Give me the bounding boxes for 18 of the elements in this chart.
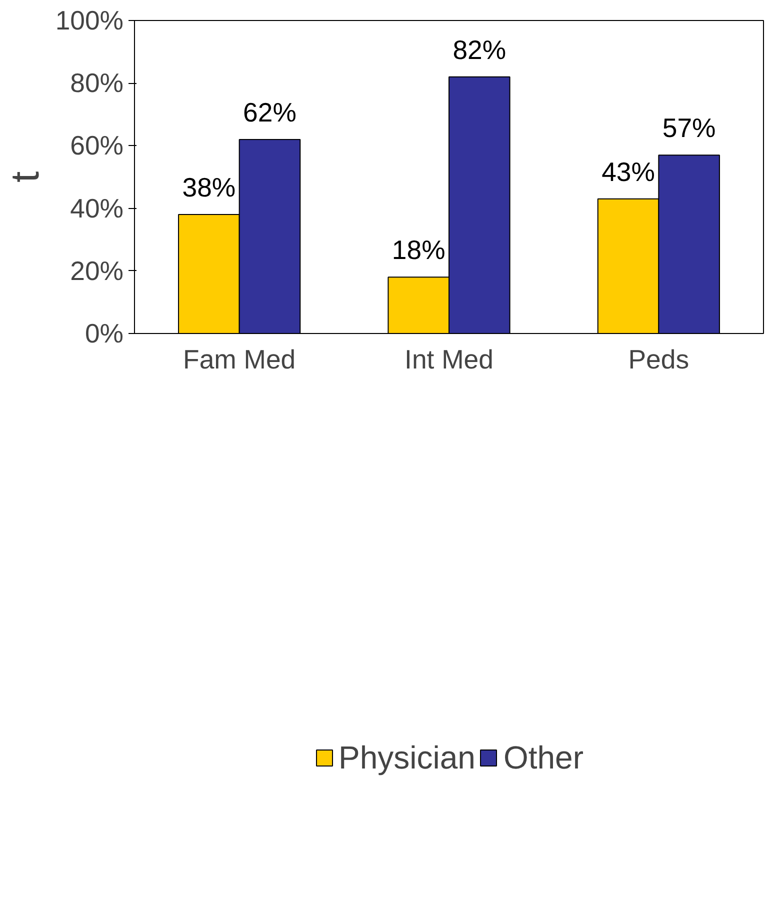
data-label: 43% bbox=[602, 156, 655, 187]
data-label: 62% bbox=[243, 97, 296, 128]
data-label: 82% bbox=[452, 34, 506, 65]
x-tick-label: Fam Med bbox=[183, 344, 296, 374]
y-tick-label: 40% bbox=[70, 193, 124, 224]
y-tick-label: 100% bbox=[55, 6, 124, 36]
x-tick-label: Int Med bbox=[404, 344, 494, 374]
y-tick-label: 0% bbox=[84, 318, 124, 348]
legend-label: Physician bbox=[338, 739, 476, 776]
legend-label: Other bbox=[503, 739, 584, 776]
y-tick-label: 60% bbox=[70, 130, 124, 161]
y-tick-label: 80% bbox=[70, 68, 124, 98]
data-label: 38% bbox=[182, 172, 236, 203]
y-tick-label: 20% bbox=[70, 256, 124, 286]
data-label: 57% bbox=[662, 113, 716, 144]
data-label: 18% bbox=[392, 235, 446, 266]
y-axis-title: t bbox=[3, 171, 48, 183]
x-tick-label: Peds bbox=[628, 344, 690, 374]
